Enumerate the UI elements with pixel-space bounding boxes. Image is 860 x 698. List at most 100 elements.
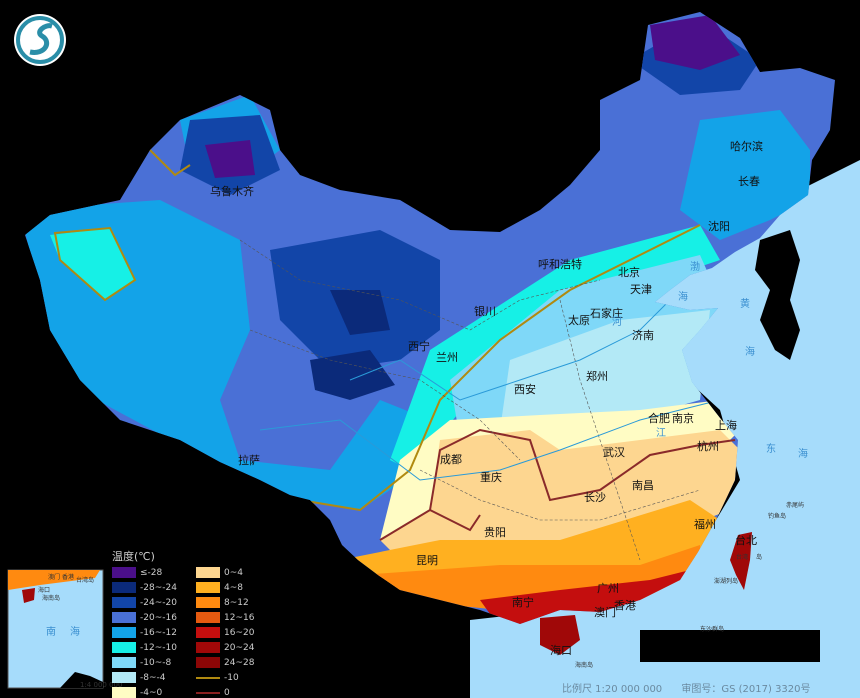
city-label: 太原 bbox=[568, 314, 590, 327]
city-label: 济南 bbox=[632, 329, 654, 342]
city-label: 哈尔滨 bbox=[730, 140, 763, 153]
inset-label: 海口 bbox=[38, 587, 51, 594]
legend-label: 0 bbox=[224, 687, 230, 698]
city-label: 银川 bbox=[474, 305, 496, 318]
city-label: 石家庄 bbox=[590, 307, 623, 320]
sea-label: 海 bbox=[745, 347, 755, 358]
legend-color-swatch bbox=[196, 582, 220, 593]
legend-item: 0~4 bbox=[196, 567, 276, 578]
legend-item: 16~20 bbox=[196, 627, 276, 638]
legend-item: 24~28 bbox=[196, 657, 276, 668]
legend-color-swatch bbox=[196, 657, 220, 668]
city-label: 郑州 bbox=[586, 370, 608, 383]
legend-isoline-item: -10 bbox=[196, 672, 276, 683]
sea-label: 海 bbox=[678, 292, 688, 303]
city-label: 上海 bbox=[715, 419, 737, 432]
south-sea-inset bbox=[7, 569, 104, 689]
legend-color-swatch bbox=[112, 597, 136, 608]
sea-area bbox=[470, 160, 860, 698]
city-label: 沈阳 bbox=[708, 220, 730, 233]
inset-label: 香港 bbox=[62, 574, 75, 581]
legend-color-swatch bbox=[112, 657, 136, 668]
legend-color-swatch bbox=[196, 612, 220, 623]
hainan-island bbox=[540, 615, 580, 655]
legend-label: 0~4 bbox=[224, 567, 243, 578]
river-label: 江 bbox=[656, 428, 666, 439]
city-label: 武汉 bbox=[603, 446, 625, 459]
legend-label: 4~8 bbox=[224, 582, 243, 593]
sea-label: 海 bbox=[70, 627, 80, 638]
legend-line-swatch bbox=[196, 676, 220, 679]
legend: 温度(℃) ≤-28 0~4 -28~-24 4~8 -24~-20 8~12 -20~-1… bbox=[112, 548, 282, 698]
legend-item: -12~-10 bbox=[112, 642, 192, 653]
city-label: 长沙 bbox=[584, 491, 606, 504]
legend-item: -10~-8 bbox=[112, 657, 192, 668]
sea-label: 海 bbox=[798, 449, 808, 460]
river-label: 河 bbox=[612, 317, 622, 328]
legend-color-swatch bbox=[112, 612, 136, 623]
isoline-minus-10 bbox=[53, 149, 701, 512]
legend-item: -20~-16 bbox=[112, 612, 192, 623]
korea-landmass bbox=[755, 230, 800, 360]
city-label: 澳门 bbox=[594, 606, 616, 619]
sea-label: 黄 bbox=[740, 299, 750, 310]
legend-color-swatch bbox=[196, 642, 220, 653]
logo-dragon-emblem bbox=[14, 14, 66, 66]
legend-label: -24~-20 bbox=[140, 597, 177, 608]
city-label: 兰州 bbox=[436, 351, 458, 364]
island-label: 澎湖列岛 bbox=[714, 578, 739, 585]
city-label: 南宁 bbox=[512, 596, 534, 609]
city-label: 福州 bbox=[694, 518, 716, 531]
city-label: 昆明 bbox=[416, 554, 438, 567]
taiwan-island bbox=[730, 532, 752, 590]
legend-item: -28~-24 bbox=[112, 582, 192, 593]
city-label: 乌鲁木齐 bbox=[210, 185, 254, 198]
city-label: 贵阳 bbox=[484, 526, 506, 539]
map-footer: 比例尺 1:20 000 000 审图号：GS (2017) 3320号 bbox=[562, 680, 827, 695]
city-label: 呼和浩特 bbox=[538, 258, 582, 271]
city-label: 西安 bbox=[514, 383, 536, 396]
legend-label: -10~-8 bbox=[140, 657, 172, 668]
legend-label: -8~-4 bbox=[140, 672, 166, 683]
legend-color-swatch bbox=[196, 567, 220, 578]
sea-label: 南 bbox=[46, 627, 56, 638]
legend-label: 8~12 bbox=[224, 597, 249, 608]
island-label: 台湾 bbox=[736, 554, 749, 561]
city-label: 成都 bbox=[440, 453, 462, 466]
city-label: 海口 bbox=[550, 644, 572, 657]
rivers bbox=[259, 299, 721, 481]
city-label: 香港 bbox=[614, 599, 636, 612]
legend-label: -4~0 bbox=[140, 687, 163, 698]
city-label: 北京 bbox=[618, 266, 640, 279]
legend-color-swatch bbox=[112, 567, 136, 578]
legend-label: 12~16 bbox=[224, 612, 255, 623]
legend-label: 24~28 bbox=[224, 657, 255, 668]
island-label: 赤尾屿 bbox=[786, 502, 805, 509]
legend-label: -10 bbox=[224, 672, 239, 683]
legend-item: -4~0 bbox=[112, 687, 192, 698]
legend-item: ≤-28 bbox=[112, 567, 192, 578]
legend-color-swatch bbox=[112, 642, 136, 653]
legend-color-swatch bbox=[112, 582, 136, 593]
sea-label: 渤 bbox=[690, 262, 700, 273]
inset-label: 台湾岛 bbox=[76, 577, 95, 584]
legend-item: 4~8 bbox=[196, 582, 276, 593]
legend-label: ≤-28 bbox=[140, 567, 163, 578]
legend-label: 16~20 bbox=[224, 627, 255, 638]
legend-label: 20~24 bbox=[224, 642, 255, 653]
city-label: 拉萨 bbox=[238, 454, 260, 467]
city-label: 天津 bbox=[630, 283, 652, 296]
inset-label: 澳门 bbox=[48, 574, 61, 581]
city-label: 杭州 bbox=[697, 440, 719, 453]
legend-label: -12~-10 bbox=[140, 642, 177, 653]
legend-item: 12~16 bbox=[196, 612, 276, 623]
legend-title: 温度(℃) bbox=[112, 550, 155, 563]
legend-grid: ≤-28 0~4 -28~-24 4~8 -24~-20 8~12 -20~-16 12~16… bbox=[112, 567, 282, 698]
city-label: 西宁 bbox=[408, 340, 430, 353]
island-label: 海南岛 bbox=[575, 662, 594, 669]
island-label: 钓鱼岛 bbox=[768, 513, 787, 520]
city-label: 台北 bbox=[735, 534, 757, 547]
legend-color-swatch bbox=[112, 672, 136, 683]
